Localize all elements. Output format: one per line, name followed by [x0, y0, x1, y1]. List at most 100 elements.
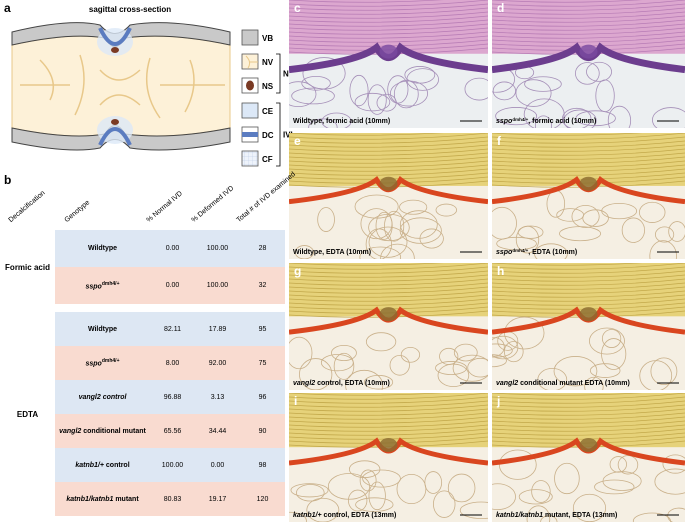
micrograph-content: [289, 393, 488, 522]
cell: [523, 98, 565, 128]
cell: [406, 68, 439, 91]
cell: [561, 107, 592, 128]
fiber: [492, 298, 685, 306]
text-segment: vangl2: [59, 427, 82, 435]
deformed-cell: 34.44: [208, 427, 227, 435]
text-segment: dmh4/+: [101, 358, 120, 365]
column-header: Genotype: [63, 199, 92, 224]
cell: [650, 357, 678, 386]
normal-cell: 0.00: [165, 245, 180, 252]
caption-segment: control, EDTA (13mm): [322, 512, 397, 519]
micrograph: c Wildtype, formic acid (10mm): [289, 0, 488, 128]
fiber: [289, 11, 488, 19]
cell: [601, 329, 622, 348]
normal-cell: 0.00: [165, 282, 180, 289]
cell: [354, 194, 399, 219]
normal-cell: 80.83: [163, 495, 182, 503]
fiber: [492, 424, 685, 432]
cell: [526, 505, 551, 522]
cell: [652, 107, 685, 128]
table-row: sspodmh4/+ 8.00 92.00 75: [55, 346, 285, 380]
caption-segment: , EDTA (10mm): [528, 249, 577, 256]
fiber: [492, 23, 685, 31]
cell: [492, 335, 519, 360]
cell: [537, 367, 568, 390]
text-segment: control: [103, 461, 130, 469]
cell: [601, 338, 627, 370]
cell: [299, 358, 333, 390]
fiber: [492, 164, 685, 172]
cell: [291, 87, 335, 105]
fiber: [289, 160, 488, 168]
fiber: [289, 416, 488, 424]
cell: [602, 471, 642, 491]
cell: [459, 501, 488, 520]
caption-segment: dmh4/+: [512, 248, 528, 253]
total-cell: 96: [258, 393, 267, 401]
text-segment: Wildtype: [87, 245, 118, 252]
cell: [559, 226, 602, 242]
fiber: [289, 156, 488, 164]
fiber: [492, 263, 685, 270]
cell: [355, 497, 394, 512]
deformed-cell: 92.00: [208, 359, 227, 367]
micrograph-content: [289, 263, 488, 390]
micrograph-content: [492, 393, 685, 522]
deformed-cell: 100.00: [206, 282, 229, 289]
normal-cell: 100.00: [161, 461, 184, 469]
table-row: katnb1/+ control 100.00 0.00 98: [55, 448, 285, 482]
fiber: [492, 408, 685, 416]
fiber: [289, 420, 488, 428]
total-cell: 98: [258, 461, 267, 469]
decalcification: EDTA: [16, 409, 39, 419]
cell: [389, 354, 410, 376]
panel-label: e: [294, 134, 301, 148]
swatch-detail: [246, 80, 254, 91]
fiber: [492, 140, 685, 148]
fiber: [492, 420, 685, 428]
caption: katnb1/katnb1 mutant, EDTA (13mm): [496, 512, 617, 519]
legend-label: VB: [262, 34, 273, 43]
cell: [464, 77, 488, 101]
fiber: [492, 7, 685, 15]
fiber: [492, 160, 685, 168]
bracket: [276, 102, 281, 167]
micrograph: h vangl2 conditional mutant EDTA (10mm): [492, 263, 685, 390]
fiber: [289, 152, 488, 160]
genotype-cell: vangl2 control: [55, 394, 150, 401]
caption-segment: , formic acid (10mm): [528, 118, 596, 125]
node: [379, 307, 398, 322]
cell: [289, 336, 313, 370]
fiber: [492, 400, 685, 408]
micrograph: d sspodmh4/+, formic acid (10mm): [492, 0, 685, 128]
table-row: katnb1/katnb1 mutant 80.83 19.17 120: [55, 482, 285, 516]
panel-label: a: [4, 1, 11, 15]
fiber: [492, 35, 685, 43]
cell: [586, 61, 612, 82]
caption: katnb1/+ control, EDTA (13mm): [293, 512, 396, 519]
text-segment: vangl2 control: [78, 393, 127, 401]
cell: [368, 226, 408, 258]
diagram: [11, 22, 231, 151]
table-row: Wildtype 0.00 100.00 28: [55, 230, 285, 267]
cell: [348, 460, 381, 478]
deformed-cell: 3.13: [210, 393, 225, 401]
micrograph: i katnb1/+ control, EDTA (13mm): [289, 393, 488, 522]
genotype-cell: Wildtype: [55, 245, 150, 252]
cell: [363, 374, 394, 390]
cell: [498, 449, 537, 480]
legend-label: NV: [262, 58, 274, 67]
cell: [649, 240, 677, 259]
cell: [317, 207, 335, 232]
fiber: [492, 136, 685, 144]
cell: [365, 332, 397, 352]
fiber: [492, 274, 685, 282]
cell: [594, 479, 635, 495]
cell: [518, 489, 553, 505]
caption-segment: katnb1/katnb1: [496, 512, 543, 519]
column-header: Decalcification: [7, 189, 47, 224]
text-segment: sspo: [85, 360, 102, 368]
fiber: [289, 19, 488, 27]
